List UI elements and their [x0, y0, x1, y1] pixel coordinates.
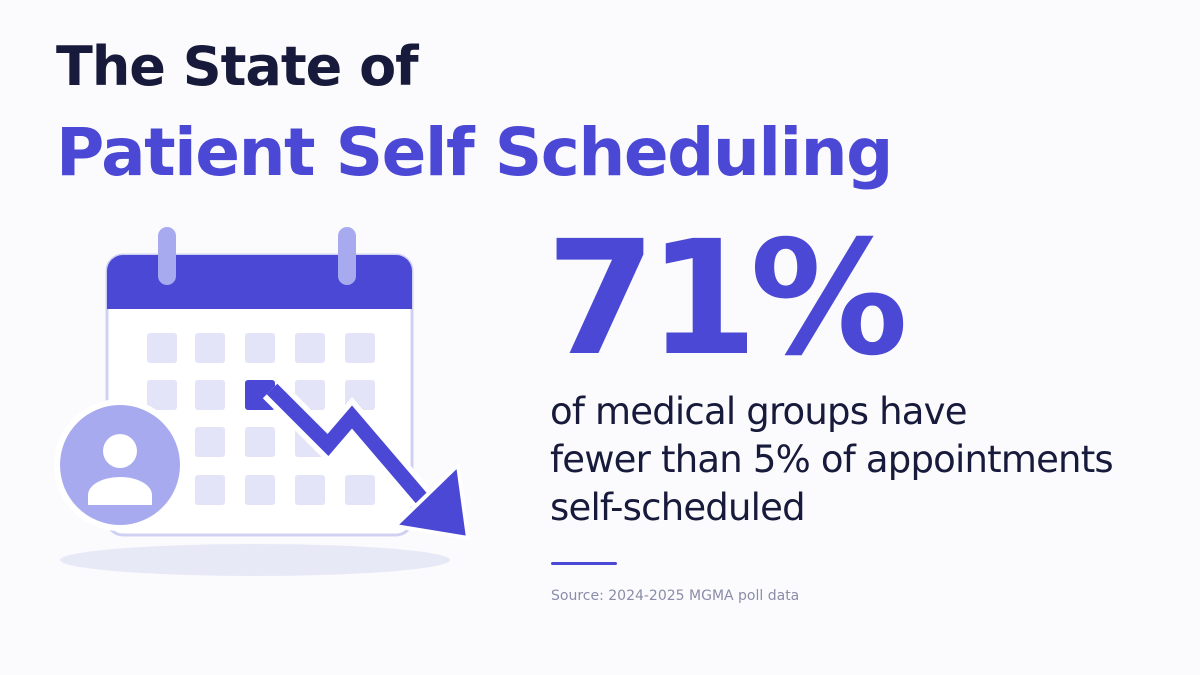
divider [551, 562, 617, 565]
stat-description: of medical groups have fewer than 5% of … [550, 388, 1114, 532]
source-note: Source: 2024-2025 MGMA poll data [551, 588, 800, 604]
trend-down-arrow-icon [262, 379, 470, 540]
ground-shadow [60, 544, 450, 576]
user-avatar-icon [54, 399, 186, 531]
stat-description-line-3: self-scheduled [550, 486, 806, 529]
stat-description-line-2: fewer than 5% of appointments [550, 438, 1114, 481]
title-line-2: Patient Self Scheduling [56, 114, 893, 191]
calendar-illustration [50, 215, 480, 585]
stat-description-line-1: of medical groups have [550, 390, 968, 433]
stat-value: 71% [546, 207, 908, 391]
title-line-1: The State of [56, 35, 419, 98]
